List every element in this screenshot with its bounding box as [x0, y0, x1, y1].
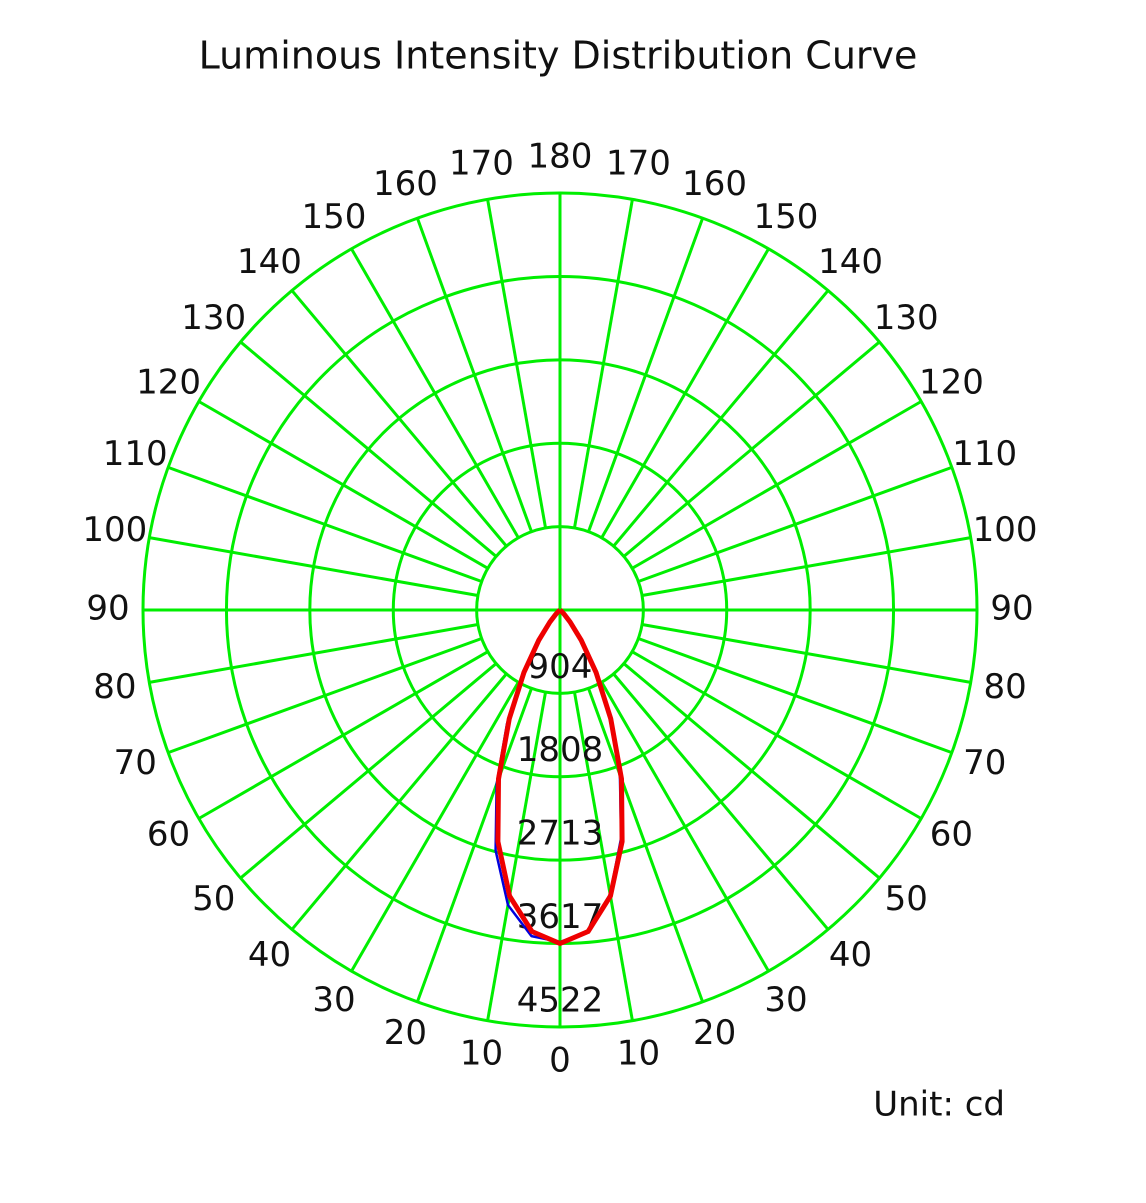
grid-spoke [637, 637, 953, 755]
angle-tick-label: 70 [963, 743, 1006, 783]
grid-spoke [198, 400, 489, 570]
angle-tick-label: 120 [919, 363, 984, 403]
angle-tick-label: 60 [930, 815, 973, 855]
angle-tick-label: 90 [86, 589, 129, 629]
angle-tick-label: 30 [764, 980, 807, 1020]
angle-tick-label: 0 [549, 1041, 571, 1081]
grid-spoke [167, 637, 483, 755]
grid-spoke [415, 217, 533, 533]
grid-spoke [572, 199, 634, 529]
angle-tick-label: 60 [147, 815, 190, 855]
grid-spoke [415, 687, 533, 1003]
grid-spoke [631, 650, 922, 820]
angle-tick-label: 160 [682, 164, 747, 204]
intensity-curve [495, 608, 625, 946]
grid-spoke [290, 672, 508, 931]
r-tick-label: 4522 [517, 981, 604, 1021]
angle-tick-label: 40 [829, 935, 872, 975]
chart-title: Luminous Intensity Distribution Curve [199, 34, 918, 78]
grid-spoke [612, 289, 830, 548]
grid-spoke [631, 400, 922, 570]
angle-tick-label: 100 [82, 510, 147, 550]
angle-tick-label: 80 [984, 667, 1027, 707]
grid-spoke [149, 536, 479, 598]
grid-spoke [350, 681, 520, 972]
angle-tick-label: 80 [93, 667, 136, 707]
angle-tick-label: 140 [818, 242, 883, 282]
grid-spoke [486, 691, 548, 1021]
angle-tick-label: 110 [952, 434, 1017, 474]
grid-spoke [167, 465, 483, 583]
angle-tick-label: 90 [990, 589, 1033, 629]
angle-tick-label: 20 [384, 1013, 427, 1053]
grid-spoke [622, 662, 881, 880]
grid-spoke [600, 248, 770, 539]
angle-tick-label: 40 [248, 935, 291, 975]
grid-spoke [612, 672, 830, 931]
r-tick-label: 1808 [517, 730, 604, 770]
grid-spoke [622, 340, 881, 558]
grid-spoke [239, 340, 498, 558]
r-tick-label: 2713 [517, 814, 604, 854]
angle-tick-label: 110 [103, 434, 168, 474]
angle-tick-label: 70 [114, 743, 157, 783]
angle-tick-label: 160 [373, 164, 438, 204]
grid-spoke [587, 217, 705, 533]
grid-spoke [641, 622, 971, 684]
grid-spoke [290, 289, 508, 548]
grid-spoke [641, 536, 971, 598]
angle-tick-label: 150 [754, 197, 819, 237]
grid-spoke [239, 662, 498, 880]
angle-tick-label: 50 [885, 879, 928, 919]
grid-spoke [572, 691, 634, 1021]
angle-tick-label: 150 [302, 197, 367, 237]
angle-tick-label: 120 [136, 363, 201, 403]
angle-tick-label: 100 [973, 510, 1038, 550]
grid-spoke [637, 465, 953, 583]
grid-spoke [486, 199, 548, 529]
angle-tick-label: 130 [874, 298, 939, 338]
grid-spoke [600, 681, 770, 972]
angle-tick-label: 170 [449, 143, 514, 183]
unit-label: Unit: cd [873, 1085, 1005, 1125]
r-tick-label: 904 [528, 647, 593, 687]
angle-tick-label: 140 [237, 242, 302, 282]
grid-spoke [198, 650, 489, 820]
grid-spoke [149, 622, 479, 684]
angle-tick-label: 170 [606, 143, 671, 183]
angle-tick-label: 180 [528, 137, 593, 177]
grid-spoke [350, 248, 520, 539]
angle-tick-label: 10 [460, 1034, 503, 1074]
angle-tick-label: 50 [192, 879, 235, 919]
grid-spoke [587, 687, 705, 1003]
angle-tick-label: 130 [181, 298, 246, 338]
angle-tick-label: 20 [693, 1013, 736, 1053]
angle-tick-label: 30 [312, 980, 355, 1020]
angle-tick-label: 10 [617, 1034, 660, 1074]
